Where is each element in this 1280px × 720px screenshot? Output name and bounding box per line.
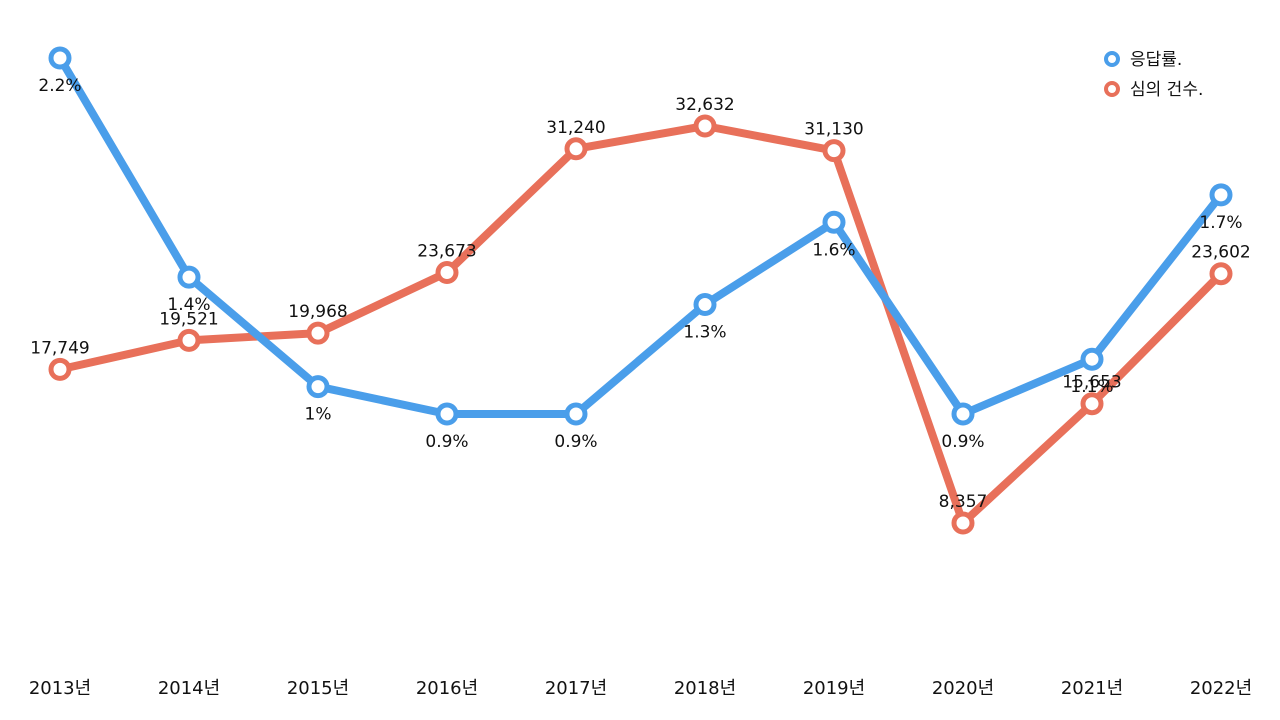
data-label-response-rate-9: 1.7% [1199,213,1242,233]
legend-label-review-count: 심의 건수. [1130,80,1203,100]
x-tick-label-8: 2021년 [1061,678,1123,699]
data-point-response-rate-7[interactable] [951,402,975,426]
series-layer [56,54,1225,527]
data-point-response-rate-6[interactable] [822,210,846,234]
data-point-review-count-7[interactable] [951,511,975,535]
data-point-review-count-9[interactable] [1209,262,1233,286]
data-point-response-rate-2[interactable] [306,375,330,399]
x-tick-label-3: 2016년 [416,678,478,699]
data-label-response-rate-5: 1.3% [683,323,726,343]
data-label-layer: 2.2% 1.4% 1% 0.9% 0.9% 1.3% 1.6% 0.9% 1.1% 1.7% 17… [30,76,1250,512]
data-label-response-rate-2: 1% [305,405,332,425]
data-point-review-count-6[interactable] [822,139,846,163]
x-tick-label-2: 2015년 [287,678,349,699]
data-point-response-rate-5[interactable] [693,293,717,316]
data-point-review-count-3[interactable] [435,261,459,284]
x-tick-label-7: 2020년 [932,678,994,699]
data-point-response-rate-9[interactable] [1209,183,1233,207]
data-point-review-count-4[interactable] [564,137,588,161]
data-label-review-count-5: 32,632 [675,95,734,115]
data-point-response-rate-0[interactable] [48,46,72,70]
data-label-response-rate-7: 0.9% [941,432,984,452]
data-point-review-count-0[interactable] [48,357,72,381]
data-label-review-count-0: 17,749 [30,338,89,358]
data-point-response-rate-1[interactable] [177,265,201,289]
series-line-review-count [56,122,1225,527]
x-tick-label-9: 2022년 [1190,678,1252,699]
data-point-response-rate-8[interactable] [1080,347,1104,371]
data-point-review-count-1[interactable] [177,328,201,352]
data-label-review-count-3: 23,673 [417,242,476,262]
legend-marker-response-rate [1104,51,1120,67]
data-point-review-count-8[interactable] [1080,392,1104,416]
x-tick-label-1: 2014년 [158,678,220,699]
legend-label-response-rate: 응답률. [1130,50,1182,70]
data-point-response-rate-4[interactable] [564,402,588,426]
data-label-review-count-8: 15,653 [1062,373,1121,393]
x-tick-label-5: 2018년 [674,678,736,699]
data-label-review-count-7: 8,357 [939,492,988,512]
x-axis: 2013년 2014년 2015년 2016년 2017년 2018년 2019년 2020년… [29,678,1252,699]
data-label-response-rate-4: 0.9% [554,432,597,452]
legend: 응답률. 심의 건수. [1104,50,1203,100]
point-layer [48,46,1233,535]
data-label-review-count-6: 31,130 [804,120,863,140]
data-label-response-rate-8: 1.1% [1070,377,1113,397]
data-point-review-count-2[interactable] [306,321,330,345]
data-label-review-count-4: 31,240 [546,118,605,138]
data-label-response-rate-6: 1.6% [812,240,855,260]
series-line-response-rate [56,54,1225,418]
data-label-review-count-2: 19,968 [288,302,347,322]
data-label-review-count-9: 23,602 [1191,243,1250,263]
data-point-response-rate-3[interactable] [435,402,459,426]
x-tick-label-6: 2019년 [803,678,865,699]
legend-marker-review-count [1104,81,1120,97]
data-point-review-count-5[interactable] [693,114,717,138]
data-label-response-rate-0: 2.2% [38,76,81,96]
data-label-review-count-1: 19,521 [159,309,218,329]
x-tick-label-0: 2013년 [29,678,91,699]
legend-item-review-count[interactable]: 심의 건수. [1104,80,1203,100]
legend-item-response-rate[interactable]: 응답률. [1104,50,1182,70]
x-tick-label-4: 2017년 [545,678,607,699]
data-label-response-rate-3: 0.9% [425,432,468,452]
data-label-response-rate-1: 1.4% [167,295,210,315]
